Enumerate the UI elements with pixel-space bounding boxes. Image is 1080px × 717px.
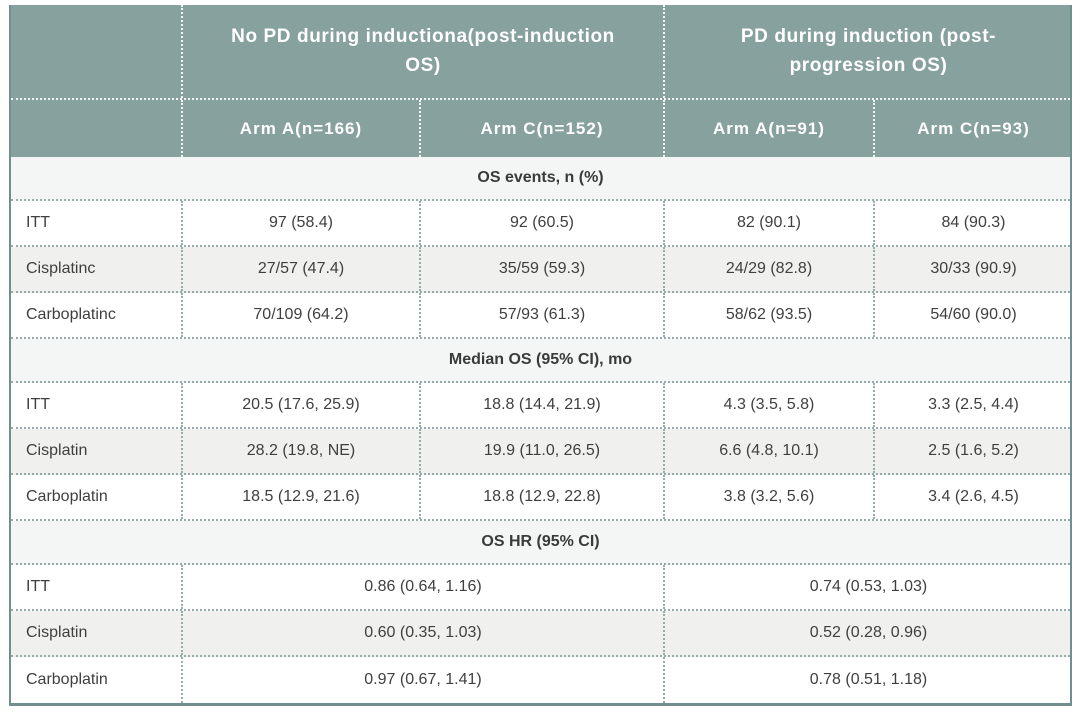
section-title-os-events: OS events, n (%) [11, 157, 1070, 201]
value-cell: 35/59 (59.3) [419, 247, 663, 291]
group-header-no-pd: No PD during inductiona(post-induction O… [181, 5, 663, 98]
arm-header-a166: Arm A(n=166) [181, 100, 419, 157]
arm-header-a91: Arm A(n=91) [663, 100, 873, 157]
value-cell: 18.5 (12.9, 21.6) [181, 475, 419, 519]
value-cell: 18.8 (14.4, 21.9) [419, 383, 663, 427]
value-cell: 20.5 (17.6, 25.9) [181, 383, 419, 427]
section-title-median-os: Median OS (95% CI), mo [11, 339, 1070, 383]
value-cell: 30/33 (90.9) [873, 247, 1072, 291]
table-row: Carboplatinc 70/109 (64.2) 57/93 (61.3) … [11, 293, 1070, 339]
row-label: ITT [26, 214, 50, 231]
row-label: Cisplatin [26, 442, 88, 459]
table-row: Cisplatin 0.60 (0.35, 1.03) 0.52 (0.28, … [11, 611, 1070, 657]
table-row: ITT 0.86 (0.64, 1.16) 0.74 (0.53, 1.03) [11, 565, 1070, 611]
clinical-results-table: No PD during inductiona(post-induction O… [9, 5, 1072, 706]
value-cell: 57/93 (61.3) [419, 293, 663, 337]
value-cell: 3.8 (3.2, 5.6) [663, 475, 873, 519]
section-title-os-hr: OS HR (95% CI) [11, 521, 1070, 565]
value-cell: 92 (60.5) [419, 201, 663, 245]
row-label: Carboplatinc [26, 306, 116, 323]
value-cell: 6.6 (4.8, 10.1) [663, 429, 873, 473]
arm-header-c152: Arm C(n=152) [419, 100, 663, 157]
value-cell: 4.3 (3.5, 5.8) [663, 383, 873, 427]
table-row: ITT 20.5 (17.6, 25.9) 18.8 (14.4, 21.9) … [11, 383, 1070, 429]
row-label: ITT [26, 396, 50, 413]
value-cell: 0.78 (0.51, 1.18) [663, 657, 1072, 703]
group-header-spacer [11, 5, 181, 98]
value-cell: 58/62 (93.5) [663, 293, 873, 337]
value-cell: 0.86 (0.64, 1.16) [181, 565, 663, 609]
table-row: Cisplatin 28.2 (19.8, NE) 19.9 (11.0, 26… [11, 429, 1070, 475]
table-row: Cisplatinc 27/57 (47.4) 35/59 (59.3) 24/… [11, 247, 1070, 293]
row-label: Carboplatin [26, 671, 108, 688]
table-header: No PD during inductiona(post-induction O… [11, 5, 1070, 157]
table-row: Carboplatin 18.5 (12.9, 21.6) 18.8 (12.9… [11, 475, 1070, 521]
row-label: Cisplatinc [26, 260, 96, 277]
table-row: ITT 97 (58.4) 92 (60.5) 82 (90.1) 84 (90… [11, 201, 1070, 247]
group-header-row: No PD during inductiona(post-induction O… [11, 5, 1070, 100]
value-cell: 70/109 (64.2) [181, 293, 419, 337]
value-cell: 24/29 (82.8) [663, 247, 873, 291]
value-cell: 2.5 (1.6, 5.2) [873, 429, 1072, 473]
group-header-pd: PD during induction (post-progression OS… [663, 5, 1072, 98]
row-label: ITT [26, 578, 50, 595]
value-cell: 97 (58.4) [181, 201, 419, 245]
row-label: Carboplatin [26, 488, 108, 505]
value-cell: 27/57 (47.4) [181, 247, 419, 291]
table-row: Carboplatin 0.97 (0.67, 1.41) 0.78 (0.51… [11, 657, 1070, 703]
value-cell: 82 (90.1) [663, 201, 873, 245]
value-cell: 54/60 (90.0) [873, 293, 1072, 337]
value-cell: 0.74 (0.53, 1.03) [663, 565, 1072, 609]
value-cell: 28.2 (19.8, NE) [181, 429, 419, 473]
value-cell: 84 (90.3) [873, 201, 1072, 245]
value-cell: 3.4 (2.6, 4.5) [873, 475, 1072, 519]
arm-header-row: Arm A(n=166) Arm C(n=152) Arm A(n=91) Ar… [11, 100, 1070, 157]
value-cell: 0.60 (0.35, 1.03) [181, 611, 663, 655]
value-cell: 18.8 (12.9, 22.8) [419, 475, 663, 519]
value-cell: 19.9 (11.0, 26.5) [419, 429, 663, 473]
row-label: Cisplatin [26, 624, 88, 641]
arm-header-spacer [11, 100, 181, 157]
arm-header-c93: Arm C(n=93) [873, 100, 1072, 157]
value-cell: 3.3 (2.5, 4.4) [873, 383, 1072, 427]
value-cell: 0.97 (0.67, 1.41) [181, 657, 663, 703]
value-cell: 0.52 (0.28, 0.96) [663, 611, 1072, 655]
